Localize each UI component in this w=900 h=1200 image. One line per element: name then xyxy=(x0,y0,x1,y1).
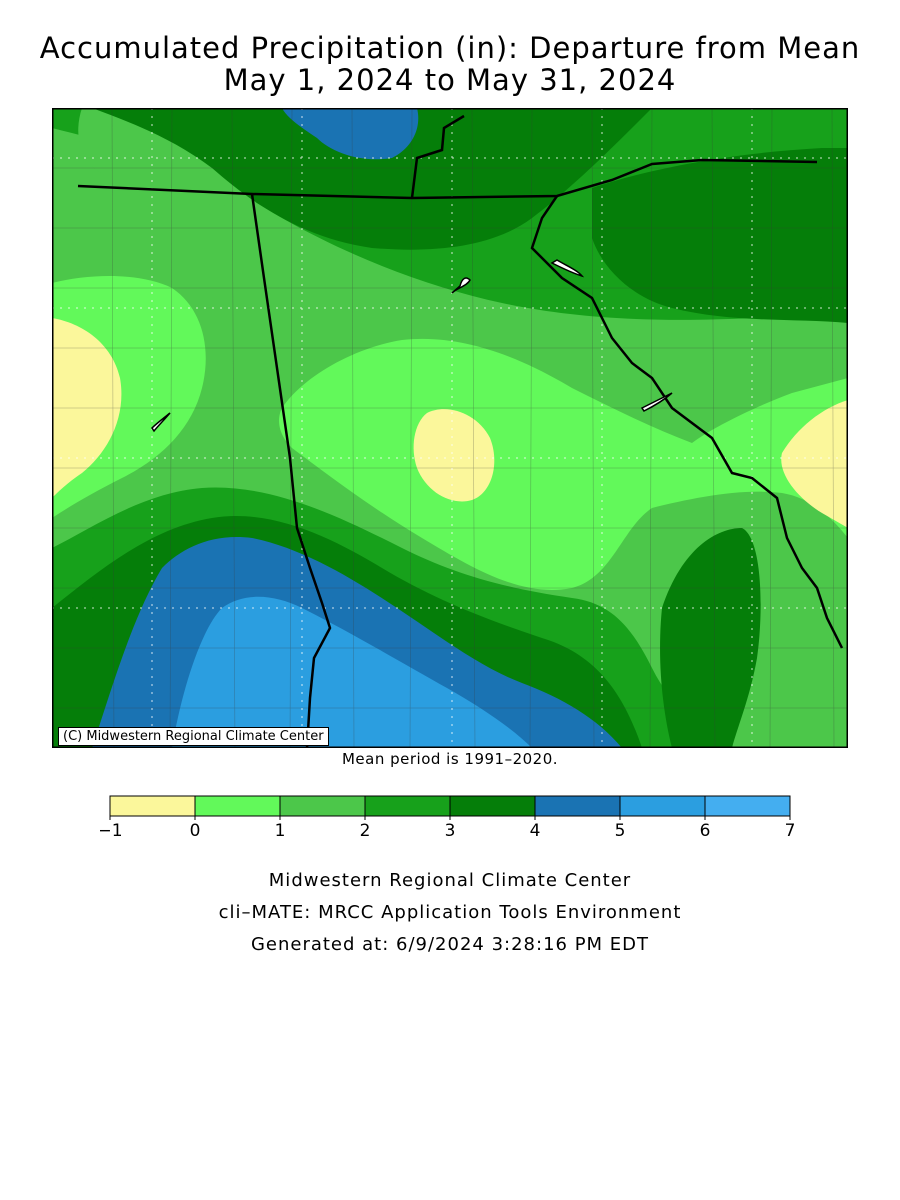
contour-band-3-4-southeast xyxy=(660,528,761,748)
footer-generated-at: Generated at: 6/9/2024 3:28:16 PM EDT xyxy=(250,934,650,955)
contour-band-1-2-north xyxy=(78,108,262,207)
legend-tick-label: 0 xyxy=(190,821,201,841)
legend-tick-label: 3 xyxy=(445,821,456,841)
state-borders xyxy=(77,114,844,748)
contour-band-5-6-south xyxy=(172,596,532,748)
contour-band-3-4-north xyxy=(92,108,652,250)
color-legend: −1 0 1 2 3 4 5 6 7 xyxy=(100,795,796,841)
legend-swatch xyxy=(449,795,536,817)
contour-band-4-5-north xyxy=(282,108,419,160)
legend-swatch xyxy=(279,795,366,817)
legend-swatch xyxy=(619,795,706,817)
legend-swatch xyxy=(534,795,621,817)
legend-tick-label: −1 xyxy=(100,821,123,841)
legend-tick-label: 1 xyxy=(275,821,286,841)
precipitation-map xyxy=(52,108,848,748)
legend-tick-label: 7 xyxy=(785,821,796,841)
legend-tick-label: 5 xyxy=(615,821,626,841)
contour-band-neg1-0-west xyxy=(52,318,122,498)
contour-band-neg1-0-east xyxy=(781,400,848,528)
legend-swatch xyxy=(364,795,451,817)
contour-band-3-4-east xyxy=(592,148,848,323)
legend-tick-label: 2 xyxy=(360,821,371,841)
map-credit: (C) Midwestern Regional Climate Center xyxy=(58,727,329,746)
legend-tick-label: 4 xyxy=(530,821,541,841)
map-date-range: May 1, 2024 to May 31, 2024 xyxy=(223,63,677,97)
legend-swatch xyxy=(194,795,281,817)
legend-swatch xyxy=(704,795,791,817)
map-title: Accumulated Precipitation (in): Departur… xyxy=(39,31,861,65)
legend-swatch xyxy=(109,795,196,817)
footer-application: cli–MATE: MRCC Application Tools Environ… xyxy=(218,902,682,923)
mean-period-note: Mean period is 1991–2020. xyxy=(341,750,559,768)
footer-organization: Midwestern Regional Climate Center xyxy=(268,870,632,891)
contour-band-neg1-0-central xyxy=(413,409,495,502)
contour-band-0-1-central xyxy=(279,338,848,590)
legend-tick-label: 6 xyxy=(700,821,711,841)
